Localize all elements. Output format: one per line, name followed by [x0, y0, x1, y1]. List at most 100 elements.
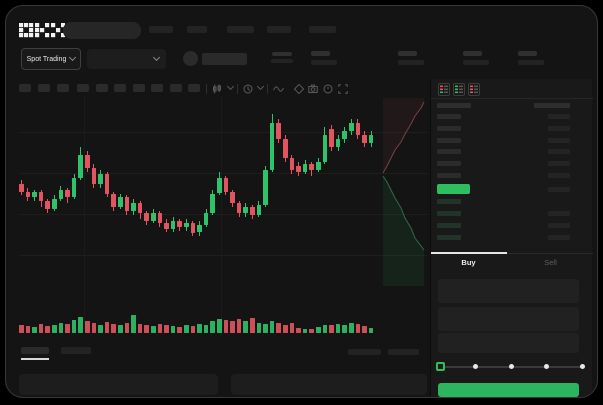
timeframe-button[interactable]: [19, 84, 31, 92]
candle: [144, 213, 149, 221]
stat-value-placeholder: [518, 60, 544, 65]
indicator-line-icon[interactable]: [273, 84, 284, 94]
amount-slider[interactable]: [436, 362, 585, 371]
candle: [342, 131, 347, 139]
volume-bar: [210, 321, 215, 333]
volume-bar: [151, 326, 156, 333]
slider-stop[interactable]: [472, 364, 478, 369]
timeframe-button[interactable]: [151, 84, 163, 92]
pair-selector[interactable]: [87, 49, 166, 69]
timeframe-button[interactable]: [114, 84, 126, 92]
last-price-highlight[interactable]: [437, 184, 470, 194]
nav-item-placeholder[interactable]: [309, 26, 336, 33]
candle: [316, 162, 321, 171]
candle: [137, 203, 143, 213]
market-type-selector[interactable]: Spot Trading: [21, 48, 81, 70]
candle: [289, 158, 295, 171]
order-amount-placeholder: [548, 211, 570, 216]
combined-book-icon[interactable]: [438, 83, 450, 96]
chart-gridline: [84, 96, 85, 331]
chevron-down-icon[interactable]: [226, 82, 235, 91]
bottom-tab-active[interactable]: [21, 347, 49, 354]
timeframe-button[interactable]: [57, 84, 69, 92]
chevron-down-icon[interactable]: [256, 82, 265, 91]
candle: [256, 205, 262, 215]
candle: [355, 123, 361, 135]
candle: [170, 220, 176, 229]
slider-stop[interactable]: [508, 364, 514, 369]
clock-icon[interactable]: [323, 84, 333, 94]
timeframe-button[interactable]: [170, 84, 182, 92]
amount-input[interactable]: [438, 307, 579, 331]
volume-bar: [71, 320, 77, 333]
order-book-header-price: [437, 103, 471, 108]
slider-stop[interactable]: [580, 364, 585, 369]
total-input[interactable]: [438, 333, 579, 353]
ask-row[interactable]: [437, 173, 461, 178]
bottom-tab-underline: [21, 358, 49, 360]
price-input[interactable]: [438, 279, 579, 303]
tab-buy[interactable]: Buy: [461, 258, 476, 267]
volume-bar: [368, 328, 374, 333]
volume-bar: [362, 326, 367, 333]
tab-sell[interactable]: Sell: [544, 258, 557, 267]
volume-bar: [111, 324, 116, 333]
ask-row[interactable]: [437, 149, 461, 154]
volume-bar: [269, 321, 275, 333]
nav-item-placeholder[interactable]: [187, 26, 207, 33]
candle: [276, 123, 281, 139]
bid-row[interactable]: [437, 211, 461, 216]
chart-footer-control[interactable]: [348, 349, 381, 355]
slider-handle[interactable]: [436, 362, 445, 371]
chart-gridline: [19, 214, 427, 215]
volume-bar: [322, 325, 328, 333]
volume-bar: [65, 324, 70, 333]
candle: [58, 189, 64, 200]
timeframe-button[interactable]: [96, 84, 108, 92]
timeframe-button[interactable]: [38, 84, 50, 92]
candle: [98, 174, 103, 184]
chevron-down-icon: [152, 53, 161, 62]
camera-icon[interactable]: [308, 84, 318, 94]
ask-row[interactable]: [437, 126, 461, 131]
bids-book-icon[interactable]: [453, 83, 465, 96]
buy-submit-button[interactable]: [438, 383, 579, 397]
pair-avatar: [183, 51, 198, 66]
price-line-placeholder: [272, 52, 292, 56]
eraser-icon[interactable]: [294, 84, 304, 94]
ask-row[interactable]: [437, 114, 461, 119]
nav-item-placeholder[interactable]: [227, 26, 254, 33]
bid-row[interactable]: [437, 235, 461, 240]
bid-row[interactable]: [437, 223, 461, 228]
candle: [157, 213, 163, 223]
fullscreen-icon[interactable]: [338, 84, 348, 94]
candle: [309, 164, 314, 171]
candle: [111, 193, 116, 208]
asks-book-icon[interactable]: [468, 83, 480, 96]
candle: [151, 213, 156, 221]
volume-bar: [250, 318, 255, 333]
candlestick-chart[interactable]: [19, 96, 379, 291]
candle-type-icon[interactable]: [212, 84, 222, 94]
volume-bar: [98, 325, 103, 333]
volume-bar: [157, 324, 163, 333]
candle: [104, 174, 110, 194]
chart-footer-control[interactable]: [388, 349, 419, 355]
volume-bar: [38, 324, 44, 333]
bid-row[interactable]: [437, 199, 461, 204]
volume-bar: [355, 324, 361, 333]
bottom-tab[interactable]: [61, 347, 91, 354]
stat-value-placeholder: [463, 60, 489, 65]
interval-icon[interactable]: [243, 84, 253, 94]
ask-row[interactable]: [437, 161, 461, 166]
nav-item-placeholder[interactable]: [267, 26, 291, 33]
search-input[interactable]: [63, 22, 141, 39]
stat-label-placeholder: [398, 51, 417, 56]
ask-row[interactable]: [437, 138, 461, 143]
slider-stop[interactable]: [544, 364, 550, 369]
nav-item-placeholder[interactable]: [149, 26, 173, 33]
timeframe-button[interactable]: [188, 84, 200, 92]
volume-bar: [118, 325, 123, 333]
timeframe-button[interactable]: [133, 84, 145, 92]
timeframe-button[interactable]: [77, 84, 89, 92]
